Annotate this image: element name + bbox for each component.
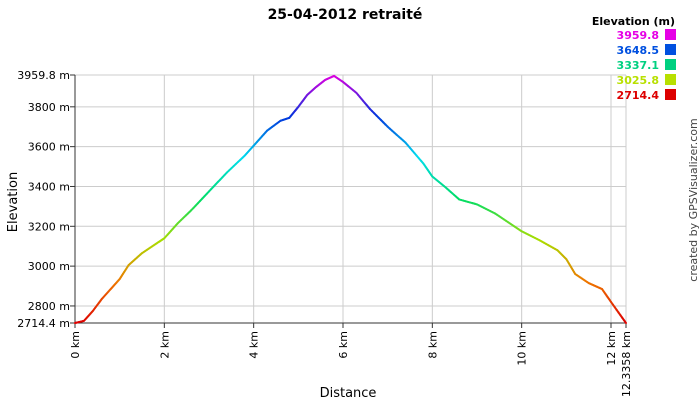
y-tick-label: 3000 m — [28, 260, 70, 273]
legend-swatch — [665, 74, 676, 85]
y-tick-label: 2800 m — [28, 300, 70, 313]
legend-swatch — [665, 59, 676, 70]
elevation-segment — [623, 319, 627, 324]
legend-entry-label: 3337.1 — [617, 59, 659, 72]
legend: Elevation (m) 3959.8 3648.5 3337.1 3025.8 27… — [592, 15, 676, 102]
legend-entry-label: 3025.8 — [617, 74, 659, 87]
tick-labels: 0 km 2 km 4 km 6 km 8 km 10 km 12 km 12.3358 km… — [17, 69, 633, 397]
x-tick-label: 6 km — [337, 331, 350, 359]
elevation-line — [74, 74, 627, 324]
x-tick-label: 12.3358 km — [620, 331, 633, 397]
x-tick-label: 8 km — [426, 331, 439, 359]
y-tick-label: 3800 m — [28, 101, 70, 114]
y-tick-label: 3200 m — [28, 220, 70, 233]
y-tick-label: 3400 m — [28, 180, 70, 193]
x-tick-label: 12 km — [605, 331, 618, 366]
legend-entry-label: 3648.5 — [617, 44, 659, 57]
credit-text: created by GPSVisualizer.com — [687, 118, 700, 281]
legend-swatch — [665, 44, 676, 55]
y-tick-label: 3959.8 m — [17, 69, 70, 82]
grid — [75, 74, 627, 323]
x-axis-label: Distance — [320, 386, 377, 400]
axes — [70, 74, 627, 328]
legend-swatch — [665, 29, 676, 40]
y-axis-label: Elevation — [6, 172, 21, 232]
y-tick-label: 3600 m — [28, 141, 70, 154]
y-tick-label: 2714.4 m — [17, 317, 70, 330]
x-tick-label: 10 km — [516, 331, 529, 366]
legend-entry-label: 2714.4 — [617, 89, 660, 102]
x-tick-label: 4 km — [248, 331, 261, 359]
legend-swatch — [665, 89, 676, 100]
x-tick-label: 0 km — [69, 331, 82, 359]
chart-title: 25-04-2012 retraité — [268, 7, 423, 23]
legend-title: Elevation (m) — [592, 15, 675, 28]
legend-entry-label: 3959.8 — [617, 29, 659, 42]
x-tick-label: 2 km — [158, 331, 171, 359]
